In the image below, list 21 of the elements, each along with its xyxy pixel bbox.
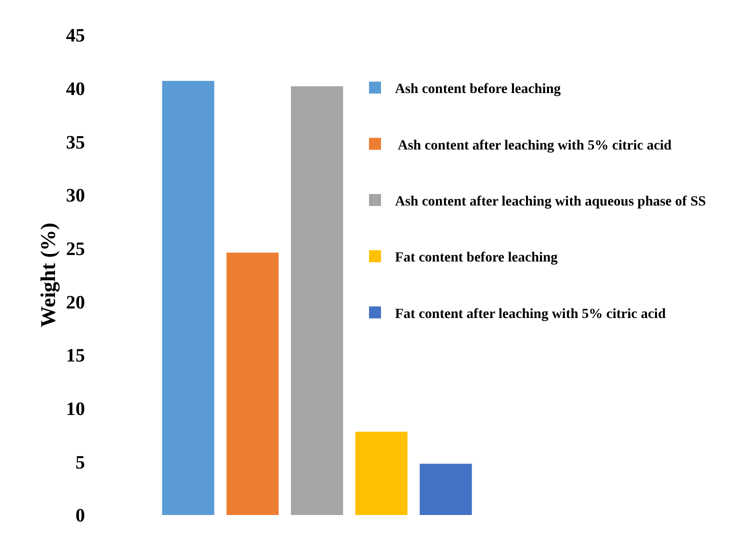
y-tick-label: 45 (66, 26, 85, 47)
y-tick-label: 30 (66, 186, 85, 207)
y-tick-label: 20 (66, 292, 85, 314)
legend-label: Ash content before leaching (395, 82, 561, 98)
bar (290, 86, 344, 515)
bar (355, 432, 408, 515)
y-tick-label: 5 (76, 452, 85, 474)
bar (226, 252, 279, 515)
legend-label: Ash content after leaching with aqueous phase of SS (395, 194, 706, 210)
legend-label: Ash content after leaching with 5% citric acid (395, 138, 672, 154)
y-tick-label: 0 (76, 506, 85, 527)
y-axis-title: Weight (%) (36, 222, 60, 328)
bar (420, 464, 472, 515)
legend-label: Fat content after leaching with 5% citric acid (395, 306, 666, 322)
y-tick-label: 15 (66, 346, 85, 367)
y-tick-label: 35 (66, 132, 85, 154)
bar (162, 80, 214, 515)
legend-label: Fat content before leaching (395, 250, 558, 266)
y-tick-label: 25 (66, 238, 85, 260)
y-tick-label: 10 (66, 398, 85, 420)
y-tick-label: 40 (66, 78, 85, 100)
